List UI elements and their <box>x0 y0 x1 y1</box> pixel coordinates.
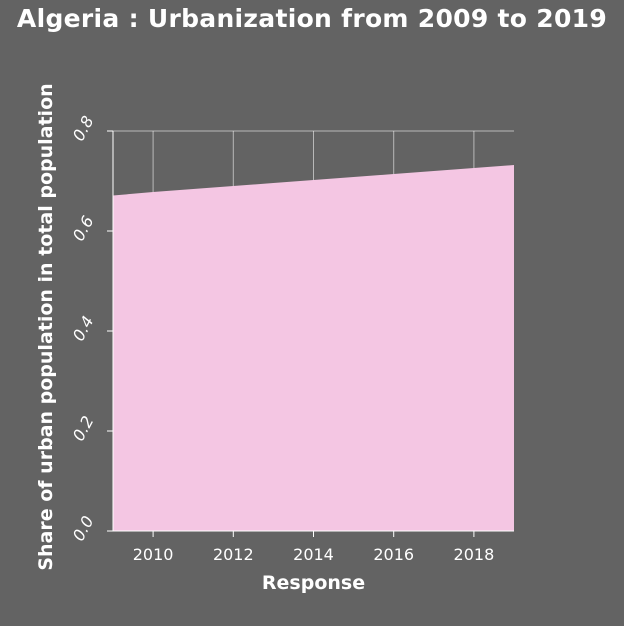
y-tick-label: 0.2 <box>69 413 98 444</box>
y-tick-label: 0.0 <box>69 513 98 544</box>
y-tick-label: 0.8 <box>69 113 98 144</box>
area-layer <box>113 165 514 531</box>
y-axis-title: Share of urban population in total popul… <box>35 83 57 570</box>
y-tick-label: 0.4 <box>69 313 98 344</box>
x-tick-label: 2012 <box>213 545 254 564</box>
x-tick-label: 2014 <box>293 545 334 564</box>
x-axis-title: Response <box>262 572 365 594</box>
area-series <box>113 165 514 531</box>
y-tick-label: 0.6 <box>69 213 98 244</box>
x-tick-label: 2016 <box>373 545 414 564</box>
x-tick-label: 2010 <box>133 545 174 564</box>
x-tick-label: 2018 <box>454 545 495 564</box>
